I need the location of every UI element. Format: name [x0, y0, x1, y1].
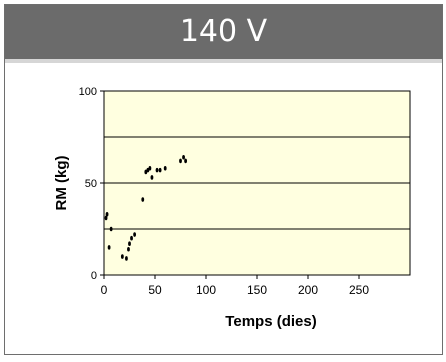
data-point [105, 211, 109, 217]
data-points [104, 154, 188, 261]
data-point [107, 245, 111, 250]
y-axis: 0 50 100 [79, 86, 104, 282]
x-axis-label: Temps (dies) [225, 313, 316, 330]
data-point [120, 254, 124, 259]
data-point [163, 165, 167, 171]
data-point [133, 232, 137, 237]
y-axis-label: RM (kg) [53, 156, 70, 211]
x-tick-label: 250 [349, 283, 369, 297]
title-bar: 140 V [5, 5, 442, 63]
data-point [150, 175, 154, 180]
x-tick-label: 100 [196, 283, 216, 297]
data-point [155, 167, 159, 173]
data-point [182, 154, 185, 160]
grid-lines [104, 136, 410, 230]
y-tick-label: 0 [91, 270, 97, 282]
data-point [146, 167, 150, 173]
x-tick-label: 0 [101, 283, 108, 297]
data-point [127, 246, 130, 252]
x-tick-label: 200 [298, 283, 318, 297]
slide-title: 140 V [179, 14, 268, 49]
data-point [184, 158, 188, 164]
y-tick-label: 100 [79, 86, 97, 98]
data-point [144, 169, 148, 175]
data-point [128, 241, 131, 247]
data-point [179, 158, 182, 164]
data-point [148, 165, 152, 171]
data-point [130, 235, 133, 241]
data-point [158, 167, 162, 173]
y-tick-label: 50 [85, 178, 97, 190]
x-tick-label: 50 [148, 283, 162, 297]
x-tick-label: 150 [247, 283, 267, 297]
data-point [104, 215, 108, 221]
data-point [109, 226, 113, 232]
data-point [125, 256, 128, 261]
data-point [141, 197, 145, 202]
x-axis: 0 50 100 150 200 250 [101, 275, 369, 297]
